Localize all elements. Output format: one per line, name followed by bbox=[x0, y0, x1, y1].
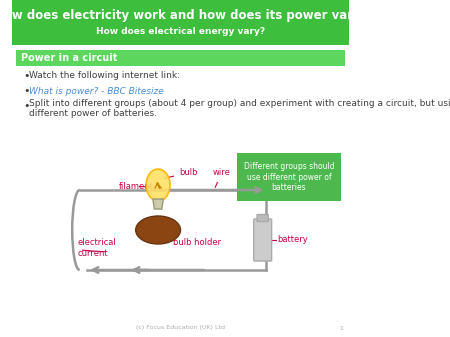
Text: (c) Focus Education (UK) Ltd: (c) Focus Education (UK) Ltd bbox=[136, 326, 225, 331]
Text: wire: wire bbox=[213, 168, 230, 187]
Text: •: • bbox=[23, 101, 29, 111]
FancyBboxPatch shape bbox=[257, 214, 268, 221]
Text: electrical
current: electrical current bbox=[77, 238, 116, 258]
Text: Watch the following internet link:: Watch the following internet link: bbox=[29, 71, 180, 81]
FancyBboxPatch shape bbox=[254, 219, 272, 261]
Text: Split into different groups (about 4 per group) and experiment with creating a c: Split into different groups (about 4 per… bbox=[29, 99, 450, 109]
Text: different power of batteries.: different power of batteries. bbox=[29, 110, 157, 119]
Text: •: • bbox=[23, 71, 29, 81]
Text: Power in a circuit: Power in a circuit bbox=[22, 53, 118, 63]
Text: •: • bbox=[23, 86, 29, 96]
Text: filament: filament bbox=[119, 182, 154, 191]
Text: How does electrical energy vary?: How does electrical energy vary? bbox=[96, 28, 265, 36]
FancyBboxPatch shape bbox=[237, 153, 341, 201]
Ellipse shape bbox=[136, 216, 180, 244]
Text: What is power? - BBC Bitesize: What is power? - BBC Bitesize bbox=[29, 87, 164, 95]
FancyBboxPatch shape bbox=[13, 0, 349, 45]
Text: bulb holder: bulb holder bbox=[172, 233, 221, 247]
Text: Different groups should
use different power of
batteries: Different groups should use different po… bbox=[243, 162, 334, 192]
Text: battery: battery bbox=[278, 236, 308, 245]
Polygon shape bbox=[153, 199, 163, 209]
Text: bulb: bulb bbox=[165, 168, 198, 178]
Text: 1: 1 bbox=[339, 326, 343, 331]
Text: How does electricity work and how does its power vary?: How does electricity work and how does i… bbox=[0, 9, 367, 23]
Circle shape bbox=[146, 169, 170, 201]
FancyBboxPatch shape bbox=[16, 50, 345, 66]
